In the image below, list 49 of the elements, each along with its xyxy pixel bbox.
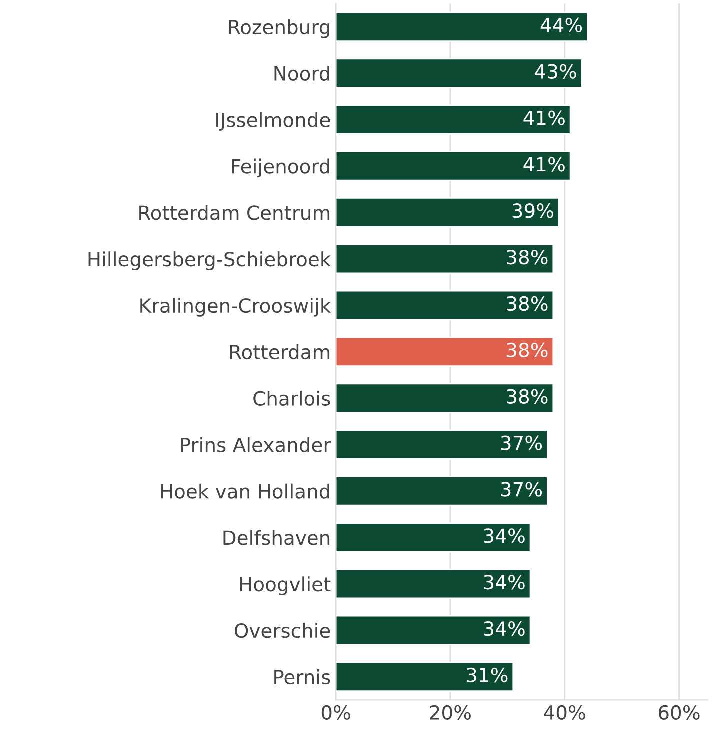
y-tick-label: Hoogvliet: [240, 576, 331, 596]
data-label: 31%: [467, 668, 508, 683]
y-tick-label: Delfshaven: [224, 530, 330, 546]
y-tick-label: Prins Alexander: [181, 437, 332, 452]
x-tick-label: 20%: [430, 705, 471, 720]
y-tick-label: Kralingen-Crooswijk: [140, 298, 332, 317]
bar: [336, 568, 532, 600]
y-tick-label: Overschie: [234, 623, 330, 638]
data-label: 38%: [507, 250, 548, 265]
x-tick-label: 40%: [544, 705, 586, 720]
data-label: 41%: [524, 157, 565, 172]
data-label: 34%: [484, 575, 525, 590]
bar: [336, 383, 554, 414]
y-tick-label: Charlois: [254, 390, 330, 406]
data-label: 38%: [507, 342, 548, 358]
data-label: 43%: [535, 64, 576, 79]
data-label: 38%: [507, 389, 548, 404]
y-tick-label: Hillegersberg-Schiebroek: [88, 252, 332, 270]
bar: [336, 151, 572, 182]
bar: [336, 58, 583, 88]
bar: [336, 12, 588, 42]
bar: [336, 198, 560, 228]
y-tick-label: Feijenoord: [232, 158, 330, 178]
y-tick-label: Noord: [274, 66, 330, 81]
y-tick-label: Hoek van Holland: [161, 484, 330, 499]
data-label: 44%: [540, 18, 582, 33]
y-tick-label: Rozenburg: [229, 20, 330, 38]
bar: [336, 430, 548, 460]
data-label: 38%: [507, 296, 548, 312]
data-label: 34%: [484, 621, 525, 636]
bar: [336, 615, 532, 646]
data-label: 37%: [501, 482, 542, 497]
data-label: 39%: [512, 204, 554, 218]
bar: [336, 336, 554, 368]
y-tick-label: IJsselmonde: [216, 112, 330, 132]
data-label: 37%: [501, 436, 542, 450]
bar: [336, 522, 532, 553]
bar: [336, 662, 514, 692]
bar: [336, 104, 572, 135]
bar: [336, 476, 548, 506]
bar: [336, 244, 554, 274]
data-label: 41%: [524, 110, 565, 126]
x-tick-label: 60%: [659, 705, 700, 720]
y-tick-label: Pernis: [274, 670, 330, 685]
data-label: 34%: [484, 528, 525, 544]
y-tick-label: Rotterdam Centrum: [140, 205, 330, 220]
bar: [336, 290, 554, 321]
x-tick-label: 0%: [322, 705, 350, 720]
y-tick-label: Rotterdam: [230, 344, 330, 360]
